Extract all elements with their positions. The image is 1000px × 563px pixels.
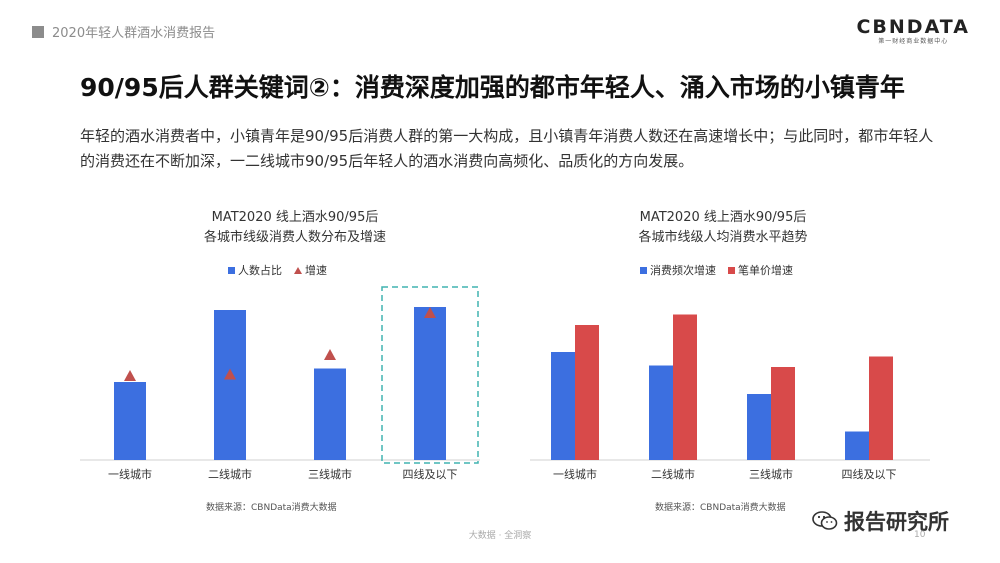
chart2-legend: 消费频次增速 笔单价增速 — [640, 262, 793, 278]
chart2-unit-price-bar-2 — [673, 314, 697, 460]
chart1-title-line1: MAT2020 线上酒水90/95后 — [211, 210, 379, 225]
chart1-source: 数据来源：CBNData消费大数据 — [206, 503, 337, 513]
chart1-bar-4 — [414, 307, 446, 460]
chart1-legend-item-people: 人数占比 — [228, 262, 282, 278]
logo-main-text: CBNDATA — [856, 16, 970, 38]
chart1-legend-item-growth: 增速 — [294, 262, 327, 278]
chart1-bar-2 — [214, 310, 246, 460]
chart2-unit-price-bar-3 — [771, 367, 795, 460]
logo-sub-text: 第一财经商业数据中心 — [878, 38, 949, 45]
chart2-frequency-bar-1 — [551, 352, 575, 460]
chart1-legend-label-people: 人数占比 — [238, 264, 282, 277]
report-header: 2020年轻人群酒水消费报告 — [32, 22, 215, 41]
wechat-badge: 报告研究所 — [812, 506, 949, 536]
chart2-x-tick-2: 二线城市 — [651, 467, 695, 481]
chart1-title: MAT2020 线上酒水90/95后 各城市线级消费人数分布及增速 — [130, 208, 460, 248]
chart2-unit-price-bar-4 — [869, 356, 893, 460]
cbndata-logo: CBNDATA 第一财经商业数据中心 — [856, 16, 970, 45]
chart1-bar-3 — [314, 368, 346, 460]
page-number: 10 — [914, 530, 926, 540]
chart2-x-tick-4: 四线及以下 — [842, 467, 897, 481]
chart1-bar-1 — [114, 382, 146, 460]
chart2-legend-label-unit-price: 笔单价增速 — [738, 264, 793, 277]
page-headline: 90/95后人群关键词②：消费深度加强的都市年轻人、涌入市场的小镇青年 — [80, 73, 905, 102]
blue-square-icon — [228, 266, 235, 274]
chart1-svg: 一线城市 二线城市 三线城市 四线及以下 — [80, 286, 480, 481]
header-square-icon — [32, 25, 44, 38]
chart1-legend: 人数占比 增速 — [228, 262, 327, 278]
chart1-legend-label-growth: 增速 — [305, 264, 327, 277]
chart1-growth-marker-3 — [324, 349, 336, 360]
chart1-highlight-box — [381, 286, 479, 464]
chart2-svg: 一线城市 二线城市 三线城市 四线及以下 — [530, 314, 930, 481]
chart1-x-tick-3: 三线城市 — [308, 467, 352, 481]
chart2-frequency-bar-3 — [747, 394, 771, 460]
red-triangle-icon — [294, 266, 302, 274]
footer-slogan: 大数据 · 全洞察 — [468, 531, 532, 541]
wechat-icon — [812, 511, 838, 530]
blue-square-icon — [640, 266, 647, 274]
chart2-source: 数据来源：CBNData消费大数据 — [655, 503, 786, 513]
chart1-growth-marker-1 — [124, 370, 136, 381]
report-title: 2020年轻人群酒水消费报告 — [52, 26, 216, 41]
chart1-x-tick-2: 二线城市 — [208, 467, 252, 481]
chart2-legend-item-unit-price: 笔单价增速 — [728, 262, 793, 278]
chart1-x-tick-1: 一线城市 — [108, 467, 152, 481]
chart2-legend-item-frequency: 消费频次增速 — [640, 262, 716, 278]
chart2-frequency-bar-4 — [845, 431, 869, 460]
wechat-account-name: 报告研究所 — [844, 510, 949, 534]
chart1-growth-marker-4 — [424, 307, 436, 318]
chart1-title-line2: 各城市线级消费人数分布及增速 — [203, 230, 386, 245]
chart2-legend-label-frequency: 消费频次增速 — [650, 264, 716, 277]
chart2-x-tick-3: 三线城市 — [749, 467, 793, 481]
chart1-growth-marker-2 — [224, 368, 236, 380]
intro-paragraph: 年轻的酒水消费者中，小镇青年是90/95后消费人群的第一大构成，且小镇青年消费人… — [80, 127, 934, 170]
chart2-unit-price-bar-1 — [575, 325, 599, 460]
chart2-title: MAT2020 线上酒水90/95后 各城市线级人均消费水平趋势 — [558, 208, 888, 248]
chart1-x-tick-4: 四线及以下 — [403, 467, 458, 481]
red-square-icon — [728, 266, 735, 274]
chart2-title-line2: 各城市线级人均消费水平趋势 — [638, 230, 808, 245]
chart2-x-tick-1: 一线城市 — [553, 467, 597, 481]
chart2-frequency-bar-2 — [649, 365, 673, 460]
chart2-title-line1: MAT2020 线上酒水90/95后 — [639, 210, 807, 225]
